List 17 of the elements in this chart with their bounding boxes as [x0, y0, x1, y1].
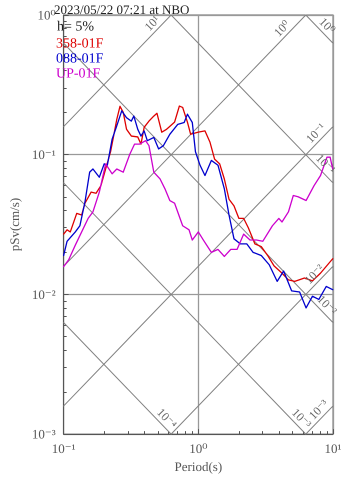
annotation: 10⁻² — [314, 292, 340, 318]
y-tick-label: 10⁻² — [32, 286, 56, 302]
annotation: 10⁻² — [302, 261, 328, 287]
annotation: 10⁻¹ — [302, 120, 329, 146]
y-tick-label: 10⁻¹ — [32, 147, 56, 162]
annotation: 10⁻¹ — [313, 151, 339, 177]
x-axis-title: Period(s) — [174, 459, 222, 474]
y-tick-label: 10⁰ — [37, 8, 56, 22]
x-tick-label: 10⁻¹ — [52, 441, 76, 456]
x-tick-label: 10⁰ — [189, 441, 208, 456]
annotation: 10⁰ — [270, 17, 293, 40]
chart-title: 2023/05/22 07:21 at NBO — [54, 2, 190, 17]
x-tick-label: 10¹ — [324, 441, 342, 456]
y-axis-title: pSv(cm/s) — [7, 198, 22, 252]
annotation: 10⁰ — [316, 14, 338, 37]
annotation: 10⁻⁴ — [154, 405, 180, 432]
y-tick-label: 10⁻³ — [32, 426, 56, 442]
